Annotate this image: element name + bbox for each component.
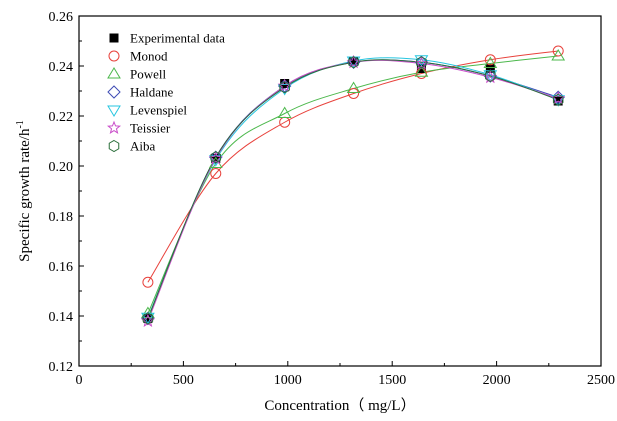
aiba-data-point xyxy=(142,312,154,325)
y-tick-label: 0.26 xyxy=(49,10,74,25)
curve-monod xyxy=(147,50,559,283)
aiba-data-point xyxy=(348,56,359,69)
y-axis-title-main: Specific growth rate/h xyxy=(17,128,33,262)
fitted-curves xyxy=(147,50,559,322)
curve-aiba xyxy=(147,59,559,319)
monod-data-point xyxy=(552,45,564,57)
y-tick-label: 0.16 xyxy=(49,260,74,275)
y-tick-label: 0.22 xyxy=(49,110,74,125)
powell-data-point xyxy=(483,56,498,68)
legend-label-experimental-data: Experimental data xyxy=(130,31,225,46)
aiba-data-point xyxy=(279,81,290,94)
y-tick-label: 0.12 xyxy=(49,360,74,375)
curve-teissier xyxy=(147,59,559,322)
legend-label-teissier: Teissier xyxy=(130,121,171,136)
x-tick-label: 2500 xyxy=(587,373,615,388)
legend-label-powell: Powell xyxy=(130,67,167,82)
legend-label-levenspiel: Levenspiel xyxy=(130,103,187,118)
aiba-data-point xyxy=(416,56,427,69)
powell-data-point xyxy=(141,306,155,318)
axes: 0 500 1000 1500 2000 2500 0.12 0.14 0.16 0.18 0.20… xyxy=(49,10,616,388)
powell-data-point xyxy=(551,49,566,61)
monod-data-point xyxy=(210,168,222,179)
x-tick-label: 1500 xyxy=(378,373,406,388)
levenspiel-data-point xyxy=(414,55,429,67)
powell-data-point xyxy=(277,106,292,118)
legend-marker-aiba xyxy=(108,139,120,153)
monod-data-point xyxy=(484,54,496,66)
aiba-data-point xyxy=(210,151,222,164)
x-tick-label: 0 xyxy=(76,373,83,388)
powell-data-point xyxy=(346,81,361,93)
powell-data-point xyxy=(414,65,429,77)
data-markers xyxy=(140,45,566,327)
curve-levenspiel xyxy=(147,57,559,318)
legend-marker-levenspiel xyxy=(107,105,121,117)
monod-data-point xyxy=(142,276,154,288)
y-tick-label: 0.18 xyxy=(49,210,74,225)
aiba-data-point xyxy=(552,93,564,106)
y-axis-title: Specific growth rate/h-1 xyxy=(15,120,33,262)
y-tick-label: 0.14 xyxy=(49,310,74,325)
legend-marker-experimental-data xyxy=(109,33,119,43)
x-axis-title: Concentration（ mg/L） xyxy=(264,397,415,414)
legend-marker-teissier xyxy=(106,120,122,134)
x-tick-label: 1000 xyxy=(274,373,302,388)
legend-label-haldane: Haldane xyxy=(130,85,174,100)
legend-label-aiba: Aiba xyxy=(130,139,156,154)
legend-label-monod: Monod xyxy=(130,49,168,64)
legend-marker-haldane xyxy=(107,85,121,99)
x-tick-label: 2000 xyxy=(483,373,511,388)
aiba-data-point xyxy=(485,69,496,83)
y-axis-title-group: Specific growth rate/h-1 xyxy=(15,120,33,262)
legend-marker-powell xyxy=(107,67,121,79)
y-tick-label: 0.20 xyxy=(49,160,74,175)
curve-powell xyxy=(147,55,559,314)
legend-marker-monod xyxy=(108,50,120,62)
monod-data-point xyxy=(348,88,360,99)
y-tick-label: 0.24 xyxy=(49,60,74,75)
y-axis-title-exponent: -1 xyxy=(15,120,26,128)
legend: Experimental data Monod Powell Haldane Leven… xyxy=(106,31,225,154)
x-tick-label: 500 xyxy=(173,373,194,388)
